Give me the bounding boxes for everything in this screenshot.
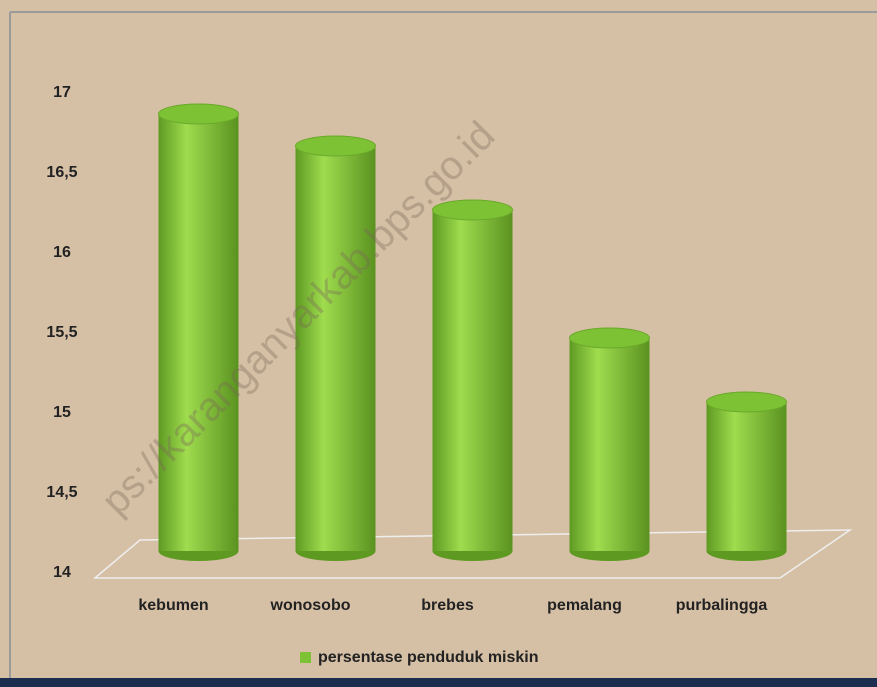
x-tick-label: kebumen: [138, 597, 208, 614]
y-tick-label: 14: [53, 564, 71, 581]
x-tick-label: wonosobo: [270, 597, 351, 614]
y-tick-label: 16,5: [46, 164, 77, 181]
y-tick-label: 16: [53, 244, 71, 261]
bar: [569, 327, 650, 561]
bar-top: [706, 391, 787, 413]
y-tick-label: 17: [53, 84, 71, 101]
x-tick-label: purbalingga: [676, 597, 768, 614]
y-tick-label: 15: [53, 404, 71, 421]
floor: [92, 529, 853, 579]
x-tick-label: brebes: [421, 597, 474, 614]
y-tick-label: 15,5: [46, 324, 77, 341]
bar-body: [158, 114, 239, 551]
bar-body: [569, 338, 650, 551]
legend-label: persentase penduduk miskin: [318, 649, 539, 666]
y-tick-label: 14,5: [46, 484, 77, 501]
bar: [432, 199, 513, 561]
bar-body: [706, 402, 787, 551]
legend-swatch: [300, 652, 311, 663]
bar: [295, 135, 376, 561]
bar-top: [295, 135, 376, 157]
bar-body: [432, 210, 513, 551]
bar-top: [158, 103, 239, 125]
x-tick-label: pemalang: [547, 597, 622, 614]
bar-body: [295, 146, 376, 551]
bar: [706, 391, 787, 561]
footer-strip: [0, 678, 877, 687]
bar-top: [569, 327, 650, 349]
bar-top: [432, 199, 513, 221]
bar: [158, 103, 239, 561]
